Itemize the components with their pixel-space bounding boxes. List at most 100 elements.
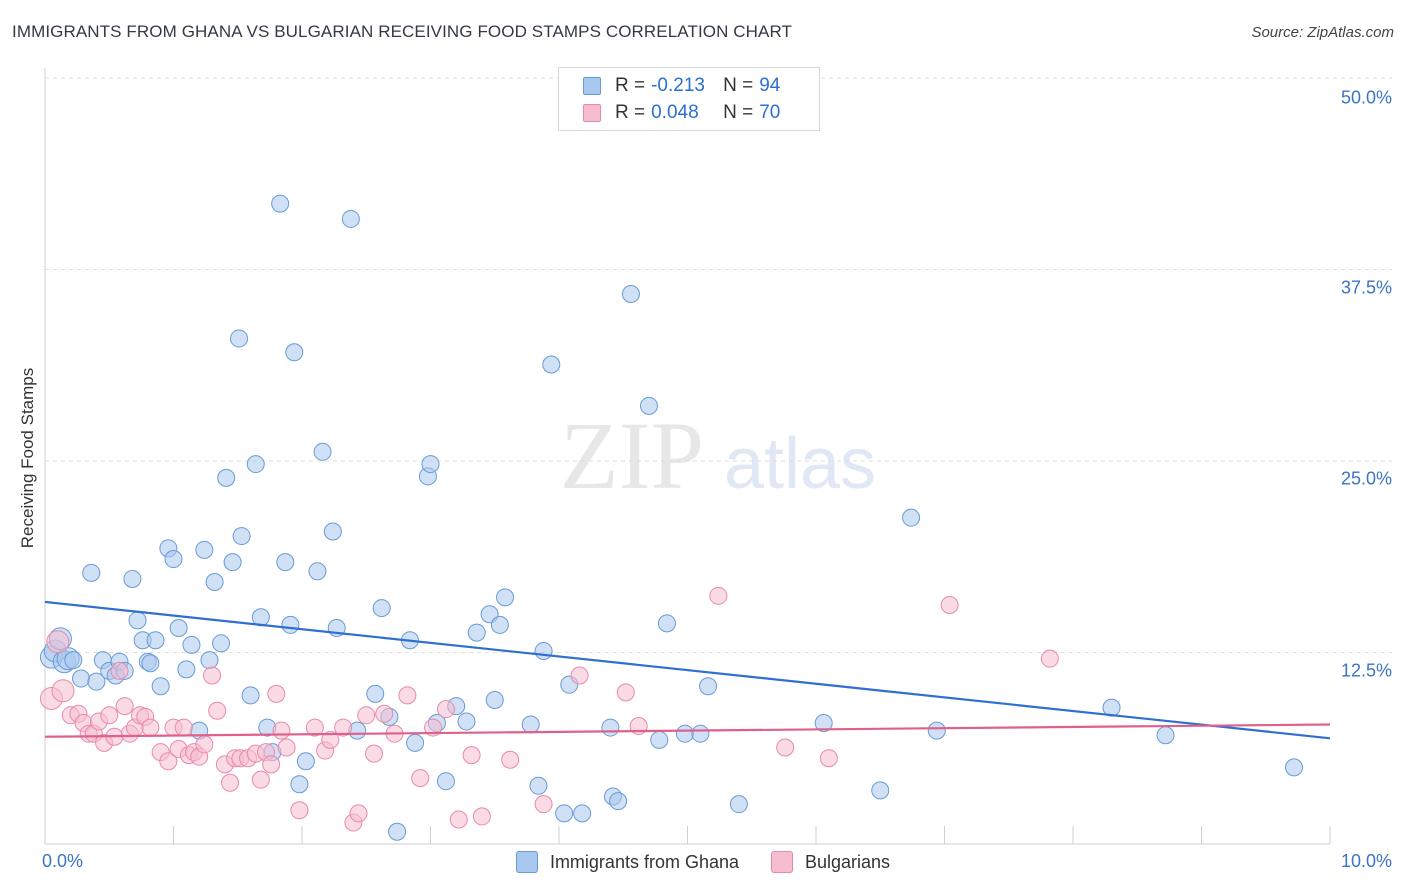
bulgarian-point [195, 735, 214, 754]
bulgarian-points [39, 586, 1059, 832]
bulgarian-point [501, 750, 520, 769]
bulgarian-point [349, 804, 368, 823]
bulgarian-point [272, 721, 291, 740]
ghana-point [164, 550, 183, 569]
ghana-point [276, 553, 295, 572]
bulgarian-point [411, 769, 430, 788]
r-value: 0.048 [651, 102, 699, 123]
ghana-point [281, 615, 300, 634]
bulgarian-point [159, 752, 178, 771]
bulgarian-trend-line [44, 723, 1331, 738]
bulgarian-point [570, 666, 589, 685]
axes [44, 68, 1331, 845]
bulgarian-point [174, 718, 193, 737]
ghana-point [529, 776, 548, 795]
bulgarian-point [203, 666, 222, 685]
ghana-point [534, 641, 553, 660]
bulgarian-point [375, 704, 394, 723]
ghana-point [729, 795, 748, 814]
ghana-point [421, 455, 440, 474]
bulgarian-point [110, 661, 129, 680]
bulgarian-point [616, 683, 635, 702]
ghana-point [699, 677, 718, 696]
ghana-point [639, 396, 658, 415]
n-label: N = [723, 102, 754, 123]
bulgarian-point [709, 586, 728, 605]
ghana-point [542, 355, 561, 374]
ghana-point [902, 508, 921, 527]
watermark-zip: ZIP [560, 402, 704, 509]
ghana-swatch [583, 77, 601, 95]
trend-lines [44, 600, 1331, 740]
y-tick-label: 25.0% [1340, 468, 1392, 489]
bulgarian-point [819, 749, 838, 768]
ghana-point [308, 562, 327, 581]
ghana-point [467, 623, 486, 642]
x-tick-label-min: 0.0% [42, 851, 84, 871]
bulgarian-point [141, 718, 160, 737]
bulgarian-point [208, 701, 227, 720]
ghana-legend-swatch [515, 851, 538, 873]
ghana-point [230, 329, 249, 348]
bulgarian-point [1040, 649, 1059, 668]
ghana-point [87, 672, 106, 691]
ghana-point [927, 721, 946, 740]
ghana-point [621, 285, 640, 304]
ghana-point [485, 690, 504, 709]
bulgarian-point [51, 679, 75, 703]
y-tick-label: 37.5% [1340, 277, 1392, 297]
ghana-point [177, 660, 196, 679]
ghana-point [601, 718, 620, 737]
bulgarian-point [267, 684, 286, 703]
bulgarian-point [334, 718, 353, 737]
bulgarian-point [364, 744, 383, 763]
y-axis-label: Receiving Food Stamps [18, 367, 37, 549]
series-legend: Immigrants from Ghana Bulgarians [0, 851, 1406, 873]
bulgarian-point [436, 700, 455, 719]
ghana-point [436, 772, 455, 791]
ghana-point [372, 599, 391, 618]
ghana-point [182, 635, 201, 654]
bulgarian-point [321, 730, 340, 749]
ghana-point [366, 684, 385, 703]
legend-item-bulgarian: Bulgarians [771, 851, 890, 873]
ghana-point [457, 712, 476, 731]
bulgarian-point [305, 718, 324, 737]
bulgarian-point [262, 755, 281, 774]
n-value: 70 [759, 102, 781, 123]
ghana-point [232, 527, 251, 546]
bulgarian-point [277, 738, 296, 757]
bulgarian-point [534, 795, 553, 814]
bulgarian-legend-swatch [771, 851, 793, 873]
ghana-point [212, 634, 231, 653]
ghana-point [871, 781, 890, 800]
bulgarian-point [449, 810, 468, 829]
ghana-point [195, 540, 214, 559]
ghana-point [388, 822, 407, 841]
ghana-point [1156, 726, 1175, 745]
ghana-points [39, 194, 1304, 841]
watermark-atlas: atlas [724, 424, 876, 504]
ghana-point [151, 677, 170, 696]
ghana-point [657, 614, 676, 633]
stats-legend-row-bulgarian: R = 0.048 N = 70 [583, 101, 780, 125]
ghana-point [650, 730, 669, 749]
ghana-point [313, 442, 332, 461]
stats-legend: R = -0.213 N = 94 R = 0.048 N = 70 [558, 67, 820, 131]
ghana-point [490, 615, 509, 634]
ghana-point [169, 618, 188, 637]
ghana-point [521, 715, 540, 734]
ghana-point [555, 804, 574, 823]
r-label: R = [615, 102, 646, 123]
watermark: ZIP atlas [560, 402, 876, 509]
ghana-point [290, 775, 309, 794]
ghana-point [675, 724, 694, 743]
ghana-point [341, 209, 360, 228]
ghana-point [71, 669, 90, 688]
bulgarian-point [221, 773, 240, 792]
bulgarian-point [398, 686, 417, 705]
grid [45, 77, 1392, 653]
ghana-point [146, 631, 165, 650]
chart-source: Source: ZipAtlas.com [1251, 24, 1394, 41]
